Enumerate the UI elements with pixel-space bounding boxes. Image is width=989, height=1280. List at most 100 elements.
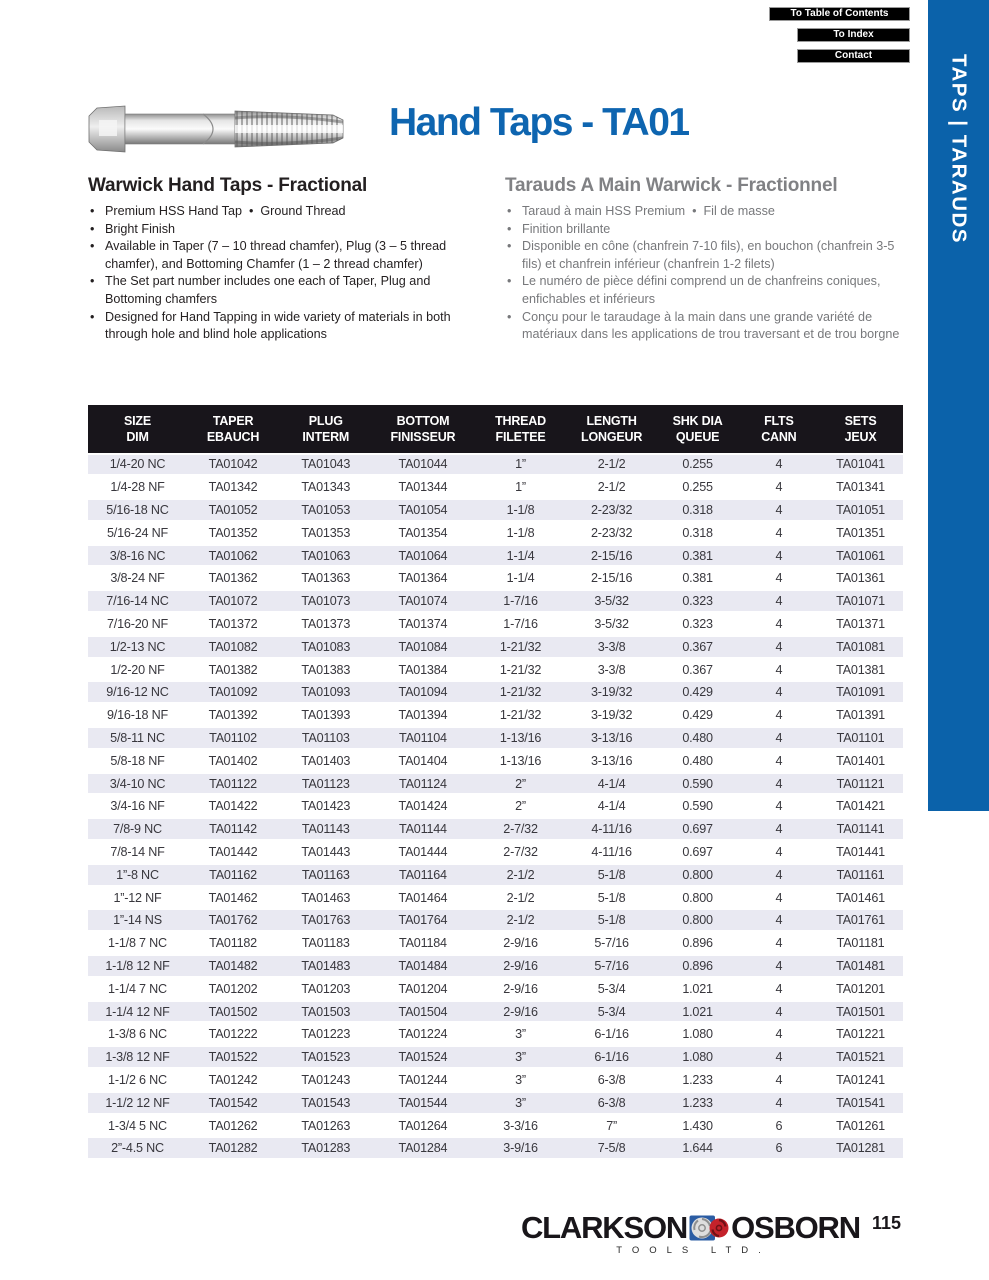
table-row: 1-3/8 6 NC TA01222 TA01223 TA01224 3” 6-1/16 1…: [88, 1023, 903, 1046]
table-cell: TA01544: [398, 1095, 448, 1110]
table-cell: 4: [775, 844, 783, 859]
table-cell: 0.255: [682, 480, 713, 495]
hand-tap-product-image: [88, 105, 344, 153]
table-cell: TA01064: [398, 548, 448, 563]
table-cell: 4: [775, 1050, 783, 1065]
table-cell: TA01203: [301, 981, 351, 996]
column-header-size: SIZE DIM: [124, 414, 151, 444]
table-cell: TA01143: [301, 822, 350, 837]
table-row: 1-1/4 12 NF TA01502 TA01503 TA01504 2-9/16 5-…: [88, 1000, 903, 1023]
table-cell: TA01222: [208, 1027, 258, 1042]
table-cell: TA01521: [836, 1050, 885, 1065]
table-cell: 1”-14 NS: [113, 913, 162, 928]
table-cell: 0.480: [682, 730, 713, 745]
table-cell: TA01372: [208, 616, 258, 631]
table-cell: TA01343: [301, 480, 351, 495]
table-cell: 3”: [515, 1027, 526, 1042]
table-cell: TA01403: [301, 753, 351, 768]
table-cell: TA01264: [398, 1118, 448, 1133]
table-cell: TA01243: [301, 1072, 351, 1087]
table-cell: TA01242: [208, 1072, 258, 1087]
table-cell: 4: [775, 822, 783, 837]
table-cell: TA01354: [398, 525, 448, 540]
table-cell: TA01282: [208, 1141, 258, 1156]
table-row: 3/8-16 NC TA01062 TA01063 TA01064 1-1/4 2-15/…: [88, 544, 903, 567]
table-cell: 6: [775, 1141, 783, 1156]
table-cell: 9/16-12 NC: [106, 685, 169, 700]
table-row: 7/8-9 NC TA01142 TA01143 TA01144 2-7/32 4-11/…: [88, 818, 903, 841]
table-row: 2”-4.5 NC TA01282 TA01283 TA01284 3-9/16 7-5/…: [88, 1137, 903, 1160]
table-cell: 3-5/32: [594, 594, 629, 609]
table-cell: TA01763: [301, 913, 351, 928]
bullet-item: The Set part number includes one each of…: [88, 273, 473, 308]
table-cell: TA01041: [836, 457, 885, 472]
table-cell: TA01144: [399, 822, 447, 837]
table-cell: TA01504: [398, 1004, 448, 1019]
table-cell: 1-21/32: [499, 685, 542, 700]
table-cell: TA01123: [301, 776, 350, 791]
table-cell: 1.430: [682, 1118, 713, 1133]
table-cell: 2-1/2: [597, 457, 626, 472]
table-cell: 2-1/2: [506, 913, 535, 928]
table-cell: 1-21/32: [499, 662, 542, 677]
table-cell: 1-3/4 5 NC: [108, 1118, 167, 1133]
table-row: 1-3/8 12 NF TA01522 TA01523 TA01524 3” 6-1/16…: [88, 1046, 903, 1069]
table-cell: TA01204: [398, 981, 448, 996]
table-cell: TA01422: [208, 799, 258, 814]
table-cell: 1-21/32: [499, 639, 542, 654]
nav-buttons: To Table of Contents To Index Contact: [769, 7, 910, 63]
table-cell: TA01284: [398, 1141, 448, 1156]
table-cell: 2-9/16: [503, 936, 538, 951]
nav-button-to-index[interactable]: To Index: [797, 28, 910, 42]
table-cell: TA01093: [301, 685, 351, 700]
table-row: 1”-12 NF TA01462 TA01463 TA01464 2-1/2 5-1/8 0…: [88, 886, 903, 909]
table-cell: 2-9/16: [503, 958, 538, 973]
table-cell: TA01073: [301, 594, 351, 609]
table-cell: 3-5/32: [594, 616, 629, 631]
table-cell: 4: [775, 981, 783, 996]
table-row: 1-3/4 5 NC TA01262 TA01263 TA01264 3-3/16 7” 1…: [88, 1114, 903, 1137]
table-cell: TA01461: [836, 890, 885, 905]
table-cell: TA01384: [398, 662, 448, 677]
table-cell: 1-21/32: [499, 708, 542, 723]
table-cell: 4: [775, 685, 783, 700]
table-cell: 1”-8 NC: [116, 867, 159, 882]
table-cell: 0.429: [682, 685, 713, 700]
table-cell: 4: [775, 594, 783, 609]
table-cell: 0.896: [682, 958, 713, 973]
table-cell: 1”: [515, 457, 526, 472]
table-cell: TA01063: [301, 548, 351, 563]
table-cell: TA01404: [398, 753, 448, 768]
column-header-taper: TAPER EBAUCH: [206, 414, 260, 444]
table-cell: 5/16-18 NC: [106, 502, 169, 517]
table-cell: TA01442: [208, 844, 258, 859]
table-cell: 1-13/16: [499, 753, 542, 768]
table-cell: TA01352: [208, 525, 258, 540]
table-cell: 4: [775, 1027, 783, 1042]
table-cell: 5-1/8: [597, 890, 626, 905]
table-cell: 1/2-20 NF: [110, 662, 165, 677]
french-bullets: Taraud à main HSS Premium • Fil de masse…: [505, 203, 917, 344]
table-cell: 1-1/4 12 NF: [105, 1004, 170, 1019]
page-title: Hand Taps - TA01: [389, 101, 690, 144]
table-cell: 2-1/2: [597, 480, 626, 495]
nav-button-contact[interactable]: Contact: [797, 49, 910, 63]
table-row: 7/16-14 NC TA01072 TA01073 TA01074 1-7/16 3-5…: [88, 590, 903, 613]
table-cell: 3”: [515, 1050, 526, 1065]
table-cell: 3-3/8: [597, 662, 626, 677]
table-cell: 6-1/16: [594, 1050, 629, 1065]
table-cell: 3-13/16: [590, 730, 633, 745]
table-cell: TA01344: [398, 480, 448, 495]
table-row: 9/16-12 NC TA01092 TA01093 TA01094 1-21/32 3-…: [88, 681, 903, 704]
table-cell: TA01541: [836, 1095, 885, 1110]
table-cell: 1-1/8: [506, 525, 535, 540]
table-cell: 4: [775, 730, 783, 745]
table-cell: 1-1/8 12 NF: [105, 958, 170, 973]
table-cell: 7/16-20 NF: [107, 616, 168, 631]
table-cell: TA01122: [209, 776, 257, 791]
table-row: 1/2-20 NF TA01382 TA01383 TA01384 1-21/32 3-3…: [88, 658, 903, 681]
table-cell: 4-1/4: [597, 799, 626, 814]
nav-button-to-table-of-contents[interactable]: To Table of Contents: [769, 7, 910, 21]
table-cell: 0.255: [682, 457, 713, 472]
table-cell: TA01261: [836, 1118, 885, 1133]
